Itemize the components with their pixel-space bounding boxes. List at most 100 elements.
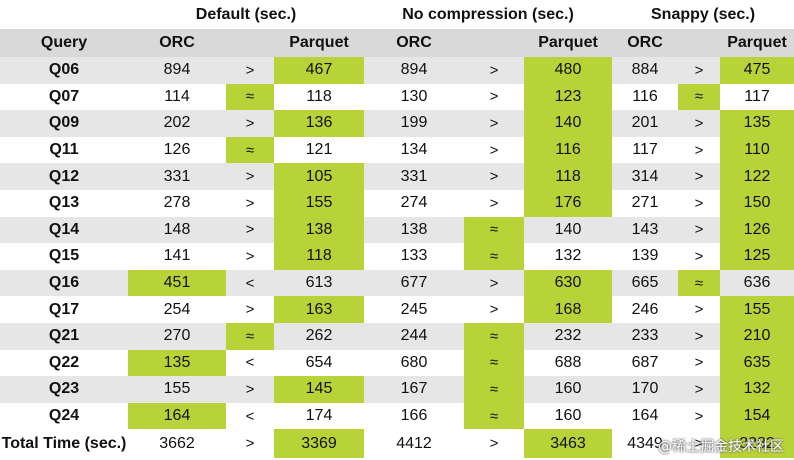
nocomp-orc-cell: 244 (364, 322, 465, 350)
snappy-parquet-cell: 117 (744, 87, 770, 105)
nocomp-parquet-cell: 140 (524, 216, 613, 244)
default-orc-cell: 126 (163, 141, 191, 159)
snappy-orc-cell: 246 (631, 300, 659, 318)
nocomp-compare-cell: > (464, 110, 525, 137)
default-compare-cell: < (226, 269, 274, 297)
default-parquet-cell: 467 (274, 57, 365, 84)
snappy-compare-cell: > (678, 376, 721, 403)
snappy-compare-cell: > (678, 322, 721, 350)
default-orc-cell: 451 (128, 269, 226, 297)
nocomp-orc-cell: 245 (400, 300, 428, 318)
table-row: Q09 202 >136 199 >140 201 >135 (0, 110, 794, 137)
query-cell: Q15 (48, 247, 80, 265)
query-cell: Q24 (48, 407, 80, 425)
snappy-compare-cell: > (678, 57, 721, 84)
group-nocompression-header: No compression (sec.) (364, 0, 613, 29)
nocomp-parquet-cell: 140 (524, 110, 613, 137)
default-compare-cell: ≈ (226, 136, 274, 164)
nocomp-orc-cell: 331 (364, 163, 465, 190)
default-parquet-cell: 145 (274, 376, 365, 403)
snappy-parquet-cell: 135 (720, 110, 794, 137)
default-orc-cell: 114 (164, 87, 190, 105)
snappy-compare-cell: > (694, 301, 704, 319)
snappy-compare-cell: ≈ (678, 83, 721, 111)
default-orc-cell: 894 (128, 57, 226, 84)
nocomp-compare-cell: ≈ (464, 216, 525, 244)
query-cell: Q12 (0, 163, 128, 190)
table-row: Q14 148 >138 138 ≈140 143 >126 (0, 216, 794, 244)
nocomp-compare-cell: > (489, 301, 499, 319)
snappy-compare-cell: > (678, 216, 721, 244)
query-cell: Q21 (0, 322, 128, 350)
query-cell: Q13 (48, 194, 80, 212)
nocomp-orc-cell: 130 (400, 87, 428, 105)
watermark-text: @稀土掘金技术社区 (658, 439, 784, 455)
table-row: Q11 126 ≈121 134 >116 117 >110 (0, 136, 794, 164)
nocomp-orc-cell: 677 (364, 269, 465, 297)
nocomp-compare-cell: > (464, 163, 525, 190)
table-row: Q22 135 <654 680 ≈688 687 >635 (0, 349, 794, 377)
nocomp-compare-cell: > (489, 141, 499, 159)
nocomp-compare-cell: > (464, 429, 525, 459)
default-orc-cell: 202 (128, 110, 226, 137)
default-orc-cell: 331 (128, 163, 226, 190)
nocomp-parquet-cell: 480 (524, 57, 613, 84)
nocomp-compare-cell: ≈ (464, 376, 525, 403)
default-compare-cell: < (245, 354, 255, 372)
snappy-orc-cell: 271 (631, 194, 659, 212)
snappy-compare-cell: > (694, 247, 704, 265)
nocomp-parquet-cell: 232 (524, 322, 613, 350)
default-orc-cell: 148 (128, 216, 226, 244)
snappy-orc-cell: 170 (612, 376, 679, 403)
default-orc-cell: 135 (128, 349, 226, 377)
snappy-compare-cell: > (678, 110, 721, 137)
snappy-compare-cell: ≈ (678, 269, 721, 297)
nocomp-orc-cell: 4412 (364, 429, 465, 459)
nocomp-parquet-cell: 116 (524, 136, 613, 164)
nocomp-parquet-cell: 132 (554, 247, 582, 265)
query-cell: Q09 (0, 110, 128, 137)
snappy-compare-cell: > (694, 194, 704, 212)
nocomp-orc-cell: 134 (400, 141, 428, 159)
default-orc-cell: 164 (128, 402, 226, 430)
query-cell: Q11 (49, 141, 79, 159)
default-orc-cell: 270 (128, 322, 226, 350)
snappy-orc-cell: 201 (612, 110, 679, 137)
snappy-parquet-cell: 154 (720, 402, 794, 430)
nocomp-compare-cell: ≈ (464, 243, 525, 270)
snappy-parquet-cell: 3282 (720, 429, 794, 459)
nocomp-compare-cell: ≈ (464, 349, 525, 377)
snappy-parquet-cell: 150 (720, 189, 794, 217)
table-row: Q12 331 >105 331 >118 314 >122 (0, 163, 794, 190)
snappy-orc-cell: 4349 (612, 429, 679, 459)
default-parquet-cell: 121 (305, 141, 333, 159)
default-parquet-cell: 163 (274, 296, 365, 323)
table-row: Q17 254 >163 245 >168 246 >155 (0, 296, 794, 323)
snappy-compare-cell: > (678, 429, 721, 459)
nocomp-parquet-cell: 160 (554, 407, 582, 425)
nocomp-orc-cell: 680 (400, 353, 428, 371)
default-compare-cell: ≈ (226, 83, 274, 111)
default-compare-cell: < (245, 407, 255, 425)
default-compare-cell: > (226, 163, 274, 190)
default-orc-header: ORC (128, 29, 226, 57)
default-parquet-cell: 105 (274, 163, 365, 190)
snappy-compare-cell: > (694, 407, 704, 425)
default-compare-cell: > (226, 110, 274, 137)
nocomp-compare-cell: > (489, 88, 499, 106)
total-row: Total Time (sec.) 3662 >3369 4412 >3463 4349 >… (0, 429, 794, 459)
snappy-compare-cell: > (678, 163, 721, 190)
snappy-parquet-header: Parquet (720, 29, 794, 57)
default-parquet-cell: 136 (274, 110, 365, 137)
query-cell: Q07 (48, 87, 80, 105)
default-compare-cell: > (226, 376, 274, 403)
default-orc-cell: 155 (128, 376, 226, 403)
default-parquet-cell: 118 (274, 243, 365, 270)
snappy-orc-header: ORC (612, 29, 679, 57)
column-header-row: Query ORC Parquet ORC Parquet ORC Parque… (0, 29, 794, 57)
nocomp-parquet-header: Parquet (524, 29, 613, 57)
nocomp-compare-cell: > (464, 57, 525, 84)
default-orc-cell: 3662 (128, 429, 226, 459)
default-orc-cell: 141 (163, 247, 191, 265)
